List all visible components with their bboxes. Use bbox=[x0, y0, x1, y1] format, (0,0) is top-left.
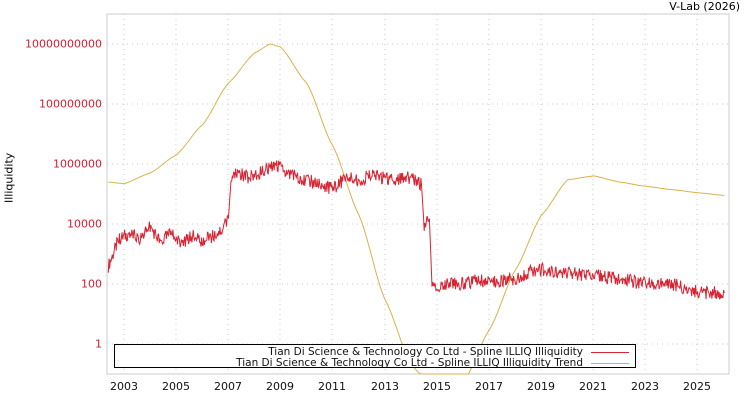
x-tick-label: 2011 bbox=[318, 380, 346, 393]
x-tick-label: 2013 bbox=[371, 380, 399, 393]
x-tick-label: 2017 bbox=[475, 380, 503, 393]
grid-lines bbox=[107, 14, 729, 374]
y-tick-label: 1000000 bbox=[53, 157, 102, 171]
trend-line bbox=[108, 43, 725, 375]
legend-item-illiquidity: Tian Di Science & Technology Co Ltd - Sp… bbox=[268, 346, 629, 358]
chart-legend: Tian Di Science & Technology Co Ltd - Sp… bbox=[114, 344, 636, 369]
x-tick-label: 2025 bbox=[683, 380, 711, 393]
x-tick-label: 2003 bbox=[110, 380, 138, 393]
y-tick-label: 10000 bbox=[67, 217, 102, 231]
y-tick-label: 10000000000 bbox=[25, 37, 102, 51]
legend-item-trend: Tian Di Science & Technology Co Ltd - Sp… bbox=[236, 357, 629, 369]
x-tick-label: 2007 bbox=[214, 380, 242, 393]
y-tick-label: 100000000 bbox=[39, 97, 102, 111]
x-tick-label: 2021 bbox=[579, 380, 607, 393]
x-tick-label: 2023 bbox=[631, 380, 659, 393]
legend-swatch-red bbox=[591, 351, 629, 353]
plot-frame bbox=[106, 13, 730, 375]
y-tick-label: 100 bbox=[81, 277, 102, 291]
y-tick-label: 1 bbox=[95, 337, 102, 351]
legend-swatch-gold bbox=[591, 362, 629, 364]
illiquidity-line bbox=[107, 160, 725, 300]
source-credit: V-Lab (2026) bbox=[669, 0, 740, 13]
x-tick-label: 2009 bbox=[266, 380, 294, 393]
x-tick-label: 2019 bbox=[527, 380, 555, 393]
legend-label: Tian Di Science & Technology Co Ltd - Sp… bbox=[268, 346, 583, 358]
legend-label: Tian Di Science & Technology Co Ltd - Sp… bbox=[236, 357, 583, 369]
x-tick-label: 2005 bbox=[162, 380, 190, 393]
x-tick-label: 2015 bbox=[423, 380, 451, 393]
